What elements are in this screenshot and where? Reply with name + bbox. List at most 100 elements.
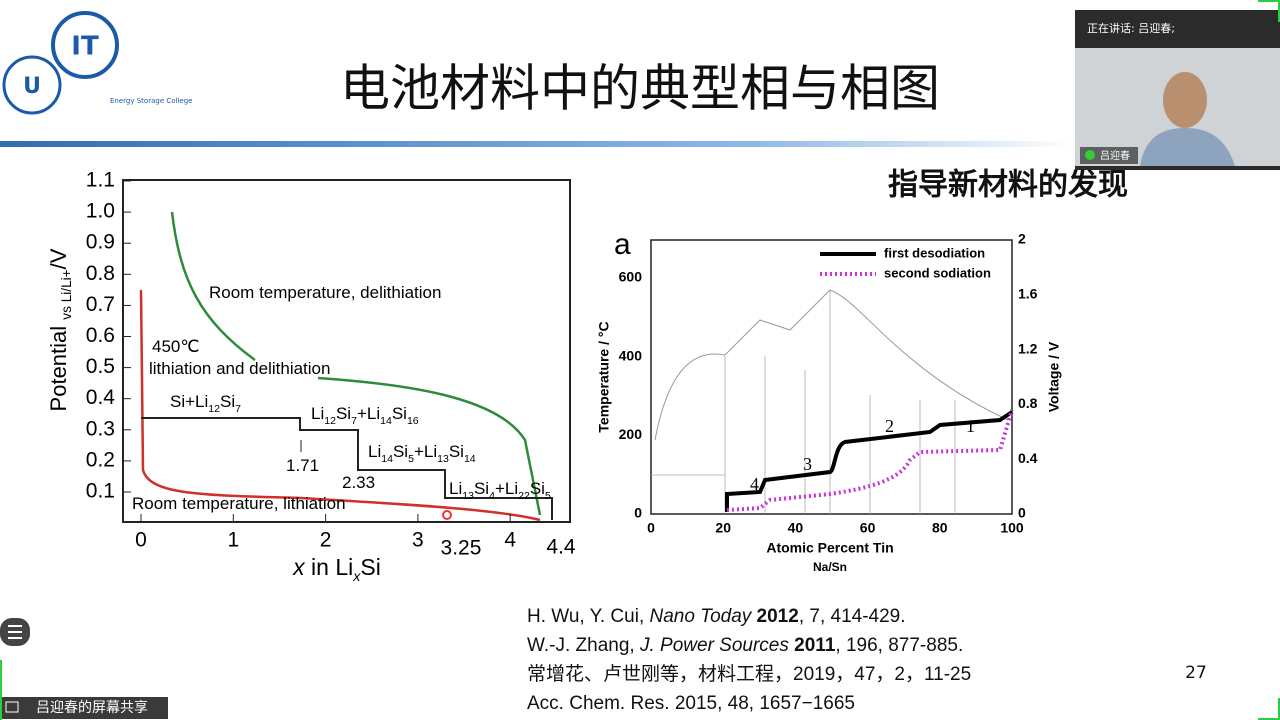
subtitle: 指导新材料的发现 [888, 168, 1128, 203]
x-tick-label: 1 [227, 529, 239, 552]
slide-title: 电池材料中的典型相与相图 [340, 60, 940, 118]
curve-label: 4 [750, 474, 759, 494]
text-run: 7 [351, 415, 357, 427]
curve-label: 1 [966, 416, 975, 436]
panel-label: a [614, 228, 631, 261]
text-run: 14 [380, 415, 392, 427]
text-run: in Li [305, 554, 354, 580]
pointer [442, 510, 452, 520]
reference-authors: W.-J. Zhang, [527, 635, 640, 656]
x-tick-label: 60 [860, 520, 876, 536]
speaking-label: 正在讲话: 吕迎春; [1087, 21, 1175, 35]
curve-label: 2 [885, 416, 894, 436]
x-tick-label: 2 [320, 529, 332, 552]
text-run: Si [530, 479, 545, 498]
logo-mark: U [23, 74, 41, 99]
text-run: /V [46, 248, 71, 269]
plot-frame [650, 239, 1013, 515]
annotation: Li13Si4+Li22Si5 [449, 479, 551, 501]
text-run: 4 [489, 490, 495, 502]
y-axis-label: Potential vs Li/Li+/V [46, 248, 74, 411]
y2-tick-label: 1.2 [1018, 340, 1038, 356]
text-run: Si [392, 404, 407, 423]
phase-line [651, 290, 956, 514]
text-run: 1.71 [286, 456, 319, 475]
text-run: 13 [462, 490, 474, 502]
share-icon [5, 701, 19, 713]
logo [2, 55, 62, 115]
annotation: Li14Si5+Li13Si14 [368, 442, 476, 464]
y-tick-label: 0.1 [86, 480, 115, 503]
text-run: lithiation and delithiation [149, 359, 330, 378]
text-run: Si [393, 442, 408, 461]
y-tick-label: 0.4 [86, 386, 116, 409]
reference-authors: Acc. Chem. Res. 2015, 48, 1657−1665 [527, 693, 855, 714]
title-rule [0, 141, 1075, 147]
y2-tick-label: 0.4 [1018, 450, 1038, 466]
x-tick-label: 4 [504, 529, 516, 552]
y-tick-label: 0.8 [86, 262, 115, 285]
legend-label: second sodiation [884, 265, 991, 280]
reference: 常增花、卢世刚等，材料工程，2019，47，2，11-25 [527, 660, 971, 689]
text-run: Si [474, 479, 489, 498]
reference-authors: 常增花、卢世刚等，材料工程，2019，47，2，11-25 [527, 664, 972, 685]
text-run: 2.33 [342, 473, 375, 492]
text-run: Potential [46, 320, 71, 412]
y-tick-label: 0.5 [86, 355, 115, 378]
participant-name: 吕迎春 [1100, 150, 1130, 162]
reference-rest: , 196, 877-885. [835, 635, 964, 656]
page-number: 27 [1185, 663, 1207, 683]
y-tick-label: 600 [619, 269, 643, 285]
x-tick-label: 0 [647, 520, 655, 536]
annotation: Room temperature, lithiation [132, 494, 346, 513]
text-run: +Li [357, 404, 380, 423]
reference-journal: J. Power Sources [639, 635, 789, 656]
y-tick-label: 200 [619, 426, 643, 442]
curve [170, 211, 256, 362]
text-run: Li [449, 479, 462, 498]
y-tick-label: 0.7 [86, 293, 115, 316]
y-tick-label: 0.2 [86, 448, 115, 471]
annotation: lithiation and delithiation [149, 359, 330, 378]
text-run: 22 [518, 490, 530, 502]
name-tag [1080, 147, 1138, 164]
text-run: 5 [408, 453, 414, 465]
text-run: Si [449, 442, 464, 461]
text-run: 450℃ [152, 337, 199, 356]
x-tick-label: 4.4 [546, 536, 576, 559]
text-run: 14 [464, 453, 476, 465]
reference-year: 2012 [756, 606, 799, 627]
x-tick-label: 0 [135, 529, 147, 552]
y-tick-label: 400 [619, 347, 643, 363]
reference-year: 2011 [794, 635, 836, 656]
y2-tick-label: 0 [1018, 505, 1026, 521]
text-run: Li [311, 404, 324, 423]
curve [139, 289, 541, 522]
text-run: 7 [235, 403, 241, 415]
text-run: 13 [437, 453, 449, 465]
x-tick-label: 100 [1000, 520, 1024, 536]
y2-tick-label: 0.8 [1018, 395, 1038, 411]
curve [726, 409, 1014, 512]
x-tick-label: 20 [715, 520, 731, 536]
y-tick-label: 1.1 [86, 169, 115, 192]
share-bar[interactable] [0, 697, 168, 719]
share-label: 吕迎春的屏幕共享 [36, 699, 148, 716]
logo-mark: IT [71, 32, 99, 62]
x-tick-label: 80 [932, 520, 948, 536]
logo-text: Energy Storage College [110, 97, 192, 105]
annotation: 2.33 [342, 473, 375, 492]
text-run: 5 [545, 490, 551, 502]
text-run: Room temperature, lithiation [132, 494, 346, 513]
text-run: 12 [324, 415, 336, 427]
text-run: 16 [407, 415, 419, 427]
reference-journal: Nano Today [649, 606, 752, 627]
text-run: +Li [414, 442, 437, 461]
logo [51, 11, 119, 79]
y-tick-label: 0.3 [86, 417, 115, 440]
person [1163, 72, 1207, 128]
annotation: 450℃ [152, 337, 199, 356]
reference-rest: , 7, 414-429. [798, 606, 906, 627]
annotation: Si+Li12Si7 [170, 392, 241, 414]
